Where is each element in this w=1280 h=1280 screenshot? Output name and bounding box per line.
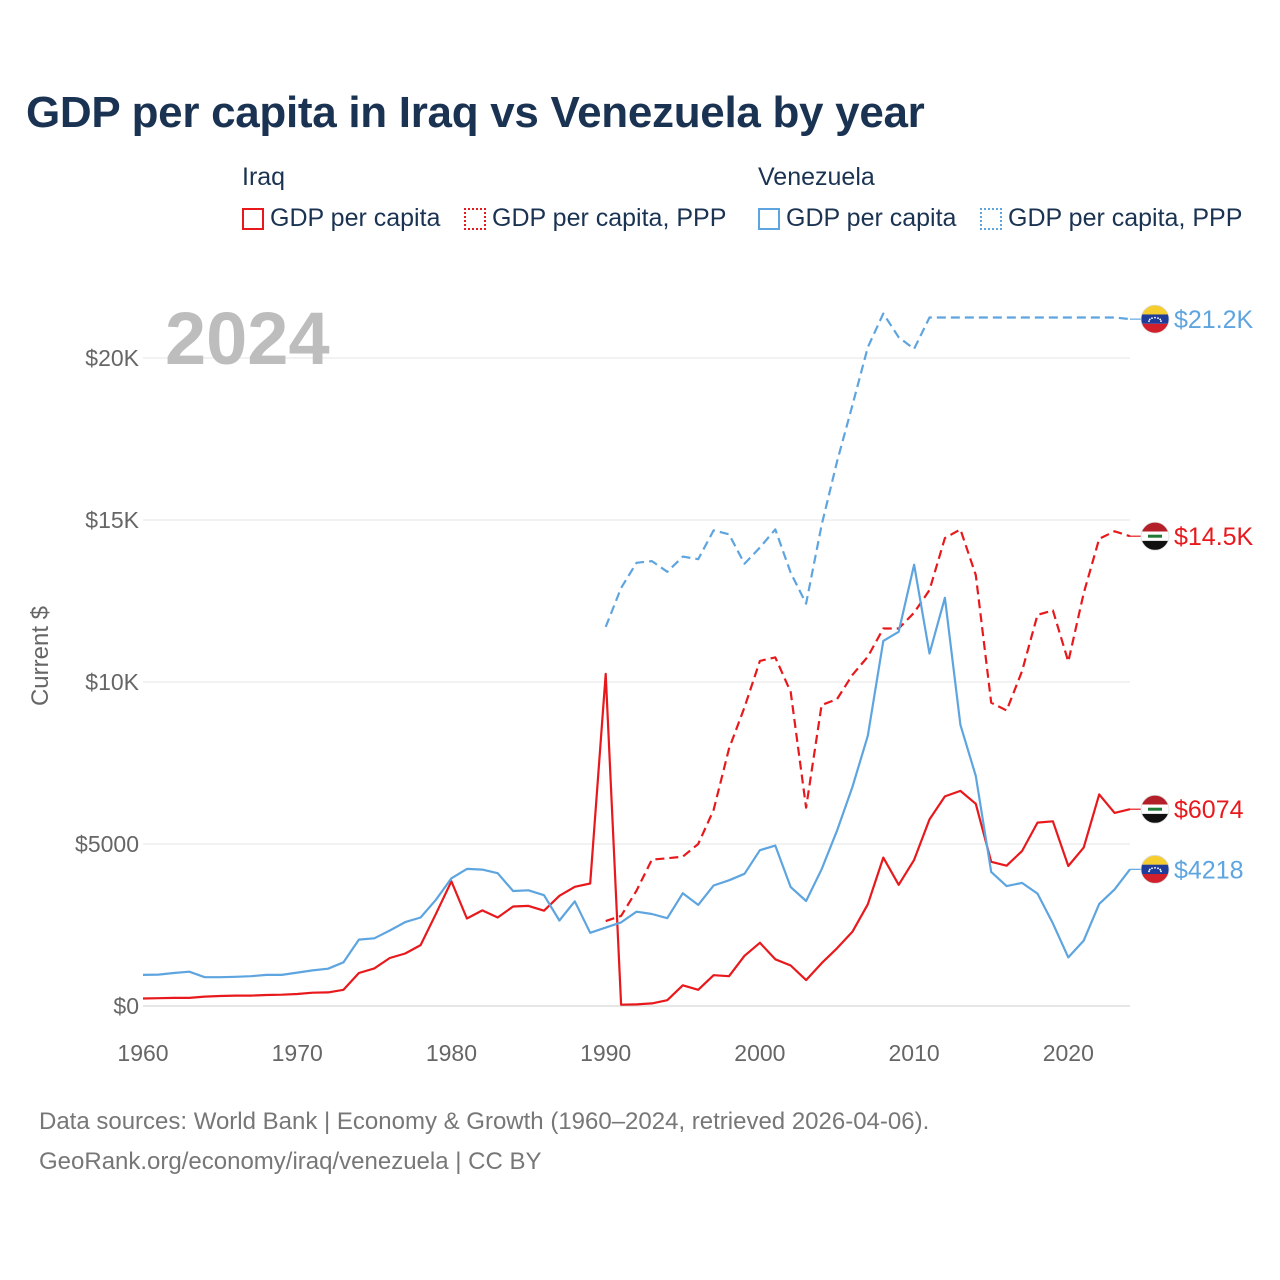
x-tick-label: 2010 xyxy=(889,1040,940,1066)
legend-item-venezuela-gdp[interactable]: GDP per capita xyxy=(758,204,956,233)
source-line-2: GeoRank.org/economy/iraq/venezuela | CC … xyxy=(39,1148,542,1175)
iraq-flag-icon xyxy=(1140,521,1170,551)
legend-label: GDP per capita xyxy=(270,204,441,232)
y-tick-label: $5000 xyxy=(75,831,139,857)
x-tick-label: 1990 xyxy=(580,1040,631,1066)
series-end-label: $21.2K xyxy=(1174,306,1254,334)
series-end-label: $4218 xyxy=(1174,856,1244,884)
legend-label: GDP per capita xyxy=(786,204,957,232)
legend-swatch-solid-icon xyxy=(758,207,780,230)
series-line-3[interactable] xyxy=(604,312,1131,628)
legend-group-iraq: Iraq xyxy=(242,163,286,191)
legend-item-venezuela-ppp[interactable]: GDP per capita, PPP xyxy=(980,204,1242,233)
legend-swatch-solid-icon xyxy=(242,207,264,230)
series-end-label: $6074 xyxy=(1174,796,1244,824)
y-tick-label: $15K xyxy=(85,507,139,533)
legend-label: GDP per capita, PPP xyxy=(492,204,727,232)
x-tick-label: 1980 xyxy=(426,1040,477,1066)
venezuela-flag-icon xyxy=(1140,304,1170,334)
y-tick-label: $10K xyxy=(85,669,139,695)
venezuela-flag-icon xyxy=(1140,854,1170,884)
source-line-1: Data sources: World Bank | Economy & Gro… xyxy=(39,1108,930,1135)
legend-item-iraq-gdp[interactable]: GDP per capita xyxy=(242,204,440,233)
y-tick-label: $20K xyxy=(85,345,139,371)
year-watermark: 2024 xyxy=(165,297,330,380)
legend-swatch-dotted-icon xyxy=(464,207,486,230)
legend-swatch-dotted-icon xyxy=(980,207,1002,230)
legend-label: GDP per capita, PPP xyxy=(1008,204,1243,232)
x-tick-label: 2000 xyxy=(734,1040,785,1066)
series-line-2[interactable] xyxy=(142,563,1131,979)
y-tick-label: $0 xyxy=(113,993,139,1019)
series-line-0[interactable] xyxy=(142,672,1131,1006)
legend-item-iraq-ppp[interactable]: GDP per capita, PPP xyxy=(464,204,726,233)
iraq-flag-icon xyxy=(1140,794,1170,824)
series-end-label: $14.5K xyxy=(1174,523,1254,551)
x-tick-label: 1970 xyxy=(272,1040,323,1066)
x-tick-label: 2020 xyxy=(1043,1040,1094,1066)
line-chart: $0 $5000 $10K $15K $20K 1960 1970 1980 1990 2000 2… xyxy=(75,304,1254,1066)
legend-group-venezuela: Venezuela xyxy=(758,163,875,191)
chart-title: GDP per capita in Iraq vs Venezuela by y… xyxy=(26,88,925,137)
series-line-1[interactable] xyxy=(605,528,1131,923)
x-tick-label: 1960 xyxy=(117,1040,168,1066)
